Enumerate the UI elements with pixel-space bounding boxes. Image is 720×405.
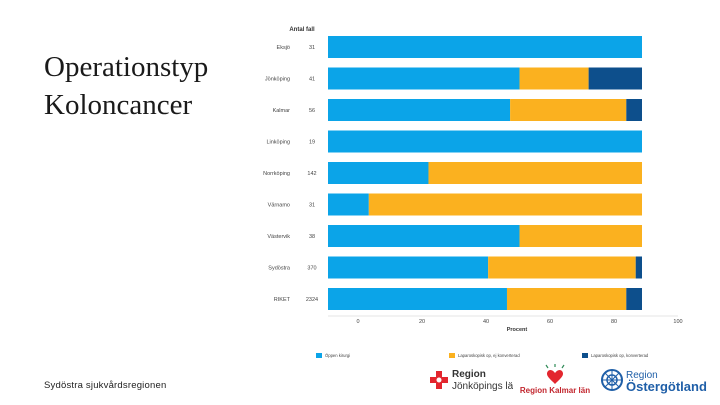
- category-label: Norrköping: [263, 171, 290, 177]
- bar-segment: [428, 162, 642, 184]
- x-tick-label: 60: [547, 319, 553, 325]
- og-logo-line2: Östergötland: [626, 379, 707, 394]
- legend-label: Laparoskopisk op, konverterad: [591, 353, 649, 358]
- bar-segment: [328, 130, 642, 153]
- bar-segment: [626, 99, 642, 121]
- region-kalmar-logo: Region Kalmar län: [520, 364, 590, 395]
- bar-segment: [328, 36, 642, 58]
- og-logo-line1: Region: [626, 370, 658, 381]
- count-label: 19: [309, 140, 315, 146]
- x-tick-label: 40: [483, 319, 489, 325]
- region-jonkoping-logo: Region Jönköpings län: [430, 369, 513, 392]
- kalmar-heart-icon: [545, 364, 565, 384]
- x-tick-label: 0: [356, 319, 359, 325]
- count-label: 41: [309, 77, 315, 83]
- bar-segment: [635, 256, 642, 279]
- category-label: Jönköping: [265, 77, 290, 83]
- bar-segment: [588, 67, 642, 90]
- count-label: 38: [309, 234, 315, 240]
- category-label: Kalmar: [273, 108, 291, 114]
- category-label: Värnamo: [268, 203, 290, 209]
- bar-segment: [626, 288, 642, 310]
- legend-swatch: [316, 353, 322, 358]
- jkp-logo-line1: Region: [452, 369, 486, 380]
- x-tick-label: 100: [673, 319, 682, 325]
- bar-segment: [506, 288, 627, 310]
- bar-segment: [328, 193, 369, 216]
- count-label: 2324: [306, 297, 318, 303]
- count-label: 31: [309, 203, 315, 209]
- category-label: Eksjö: [277, 45, 290, 51]
- legend-swatch: [449, 353, 455, 358]
- bar-segment: [488, 256, 636, 279]
- kalmar-logo-text: Region Kalmar län: [520, 386, 590, 395]
- bar-segment: [328, 99, 511, 121]
- bar-segment: [328, 256, 489, 279]
- x-axis-title: Procent: [507, 327, 528, 333]
- count-label: 142: [307, 171, 316, 177]
- count-label: 31: [309, 45, 315, 51]
- region-ostergotland-logo: Region Östergötland: [601, 369, 707, 394]
- bar-segment: [328, 162, 429, 184]
- bar-segment: [510, 99, 627, 121]
- slide-title: Operationstyp Koloncancer: [44, 48, 208, 124]
- category-label: Linköping: [266, 140, 290, 146]
- jkp-logo-line2: Jönköpings län: [452, 381, 513, 392]
- bar-segment: [519, 67, 589, 90]
- legend-label: Öppen kirurgi: [325, 353, 350, 358]
- title-line-1: Operationstyp: [44, 51, 209, 83]
- count-label: 56: [309, 108, 315, 114]
- count-label: 370: [307, 266, 316, 272]
- x-tick-label: 20: [419, 319, 425, 325]
- category-label: Västervik: [267, 234, 290, 240]
- bar-segment: [328, 67, 520, 90]
- heart-cross-icon: [430, 371, 448, 389]
- count-header: Antal fall: [289, 27, 315, 33]
- bar-segment: [328, 225, 520, 247]
- category-label: RIKET: [274, 297, 291, 303]
- bar-segment: [368, 193, 642, 216]
- ostergotland-emblem-icon: [601, 369, 623, 391]
- legend-label: Laparoskopisk op, ej konverterad: [458, 353, 520, 358]
- x-tick-label: 80: [611, 319, 617, 325]
- category-label: Sydöstra: [268, 266, 291, 272]
- bar-segment: [328, 288, 507, 310]
- title-line-2: Koloncancer: [44, 89, 193, 121]
- legend-swatch: [582, 353, 588, 358]
- bar-segment: [519, 225, 642, 247]
- footer-text: Sydöstra sjukvårdsregionen: [44, 380, 167, 391]
